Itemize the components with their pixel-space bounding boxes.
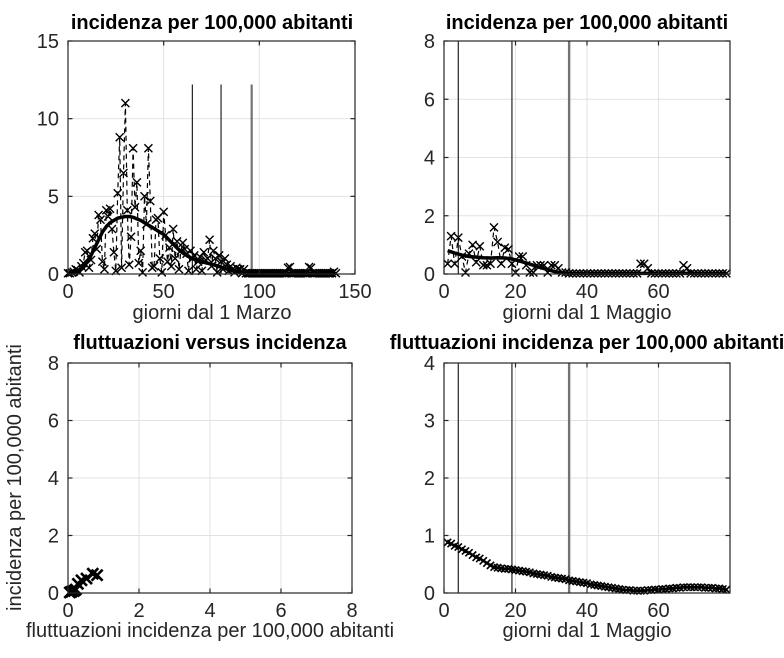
svg-text:4: 4 xyxy=(424,148,435,170)
svg-text:5: 5 xyxy=(48,186,59,208)
svg-text:2: 2 xyxy=(424,468,435,490)
svg-text:0: 0 xyxy=(424,583,435,605)
plot-area-bottom-left: 0 2 4 6 8 0 2 4 6 8 xyxy=(48,353,358,622)
plot-area-top-left: 0 50 100 150 0 5 10 15 xyxy=(37,31,372,303)
svg-text:100: 100 xyxy=(243,281,276,303)
title-bottom-right: fluttuazioni incidenza per 100,000 abita… xyxy=(389,332,784,354)
title-top-right: incidenza per 100,000 abitanti xyxy=(445,12,729,34)
plot-area-bottom-right: 0 20 40 60 0 1 2 3 4 xyxy=(424,353,731,622)
svg-text:40: 40 xyxy=(576,281,598,303)
svg-text:20: 20 xyxy=(504,281,526,303)
svg-text:6: 6 xyxy=(48,411,59,433)
svg-text:0: 0 xyxy=(48,264,59,286)
svg-text:0: 0 xyxy=(48,583,59,605)
svg-text:10: 10 xyxy=(37,109,59,131)
svg-text:3: 3 xyxy=(424,411,435,433)
svg-text:60: 60 xyxy=(647,281,669,303)
svg-text:6: 6 xyxy=(424,89,435,111)
title-bottom-left: fluttuazioni versus incidenza xyxy=(73,332,347,354)
svg-text:150: 150 xyxy=(338,281,371,303)
svg-text:0: 0 xyxy=(424,264,435,286)
xlabel-top-right: giorni dal 1 Maggio xyxy=(502,302,672,324)
svg-text:50: 50 xyxy=(153,281,175,303)
svg-text:8: 8 xyxy=(346,600,357,622)
xlabel-bottom-right: giorni dal 1 Maggio xyxy=(502,620,672,642)
svg-text:4: 4 xyxy=(48,468,59,490)
svg-text:60: 60 xyxy=(647,600,669,622)
svg-text:2: 2 xyxy=(133,600,144,622)
svg-text:4: 4 xyxy=(204,600,215,622)
ylabel-bottom-left: incidenza per 100,000 abitanti xyxy=(4,344,26,612)
svg-text:0: 0 xyxy=(62,600,73,622)
svg-text:0: 0 xyxy=(438,281,449,303)
svg-text:15: 15 xyxy=(37,31,59,53)
svg-text:0: 0 xyxy=(438,600,449,622)
svg-text:40: 40 xyxy=(576,600,598,622)
svg-text:20: 20 xyxy=(504,600,526,622)
svg-text:2: 2 xyxy=(424,206,435,228)
svg-text:0: 0 xyxy=(62,281,73,303)
svg-text:4: 4 xyxy=(424,353,435,375)
svg-text:8: 8 xyxy=(424,31,435,53)
svg-text:6: 6 xyxy=(275,600,286,622)
svg-text:1: 1 xyxy=(424,526,435,548)
svg-text:8: 8 xyxy=(48,353,59,375)
title-top-left: incidenza per 100,000 abitanti xyxy=(70,12,354,34)
xlabel-top-left: giorni dal 1 Marzo xyxy=(132,302,292,324)
plot-area-top-right: 0 20 40 60 0 2 4 6 8 xyxy=(424,31,731,303)
xlabel-bottom-left: fluttuazioni incidenza per 100,000 abita… xyxy=(25,620,395,642)
svg-text:2: 2 xyxy=(48,526,59,548)
